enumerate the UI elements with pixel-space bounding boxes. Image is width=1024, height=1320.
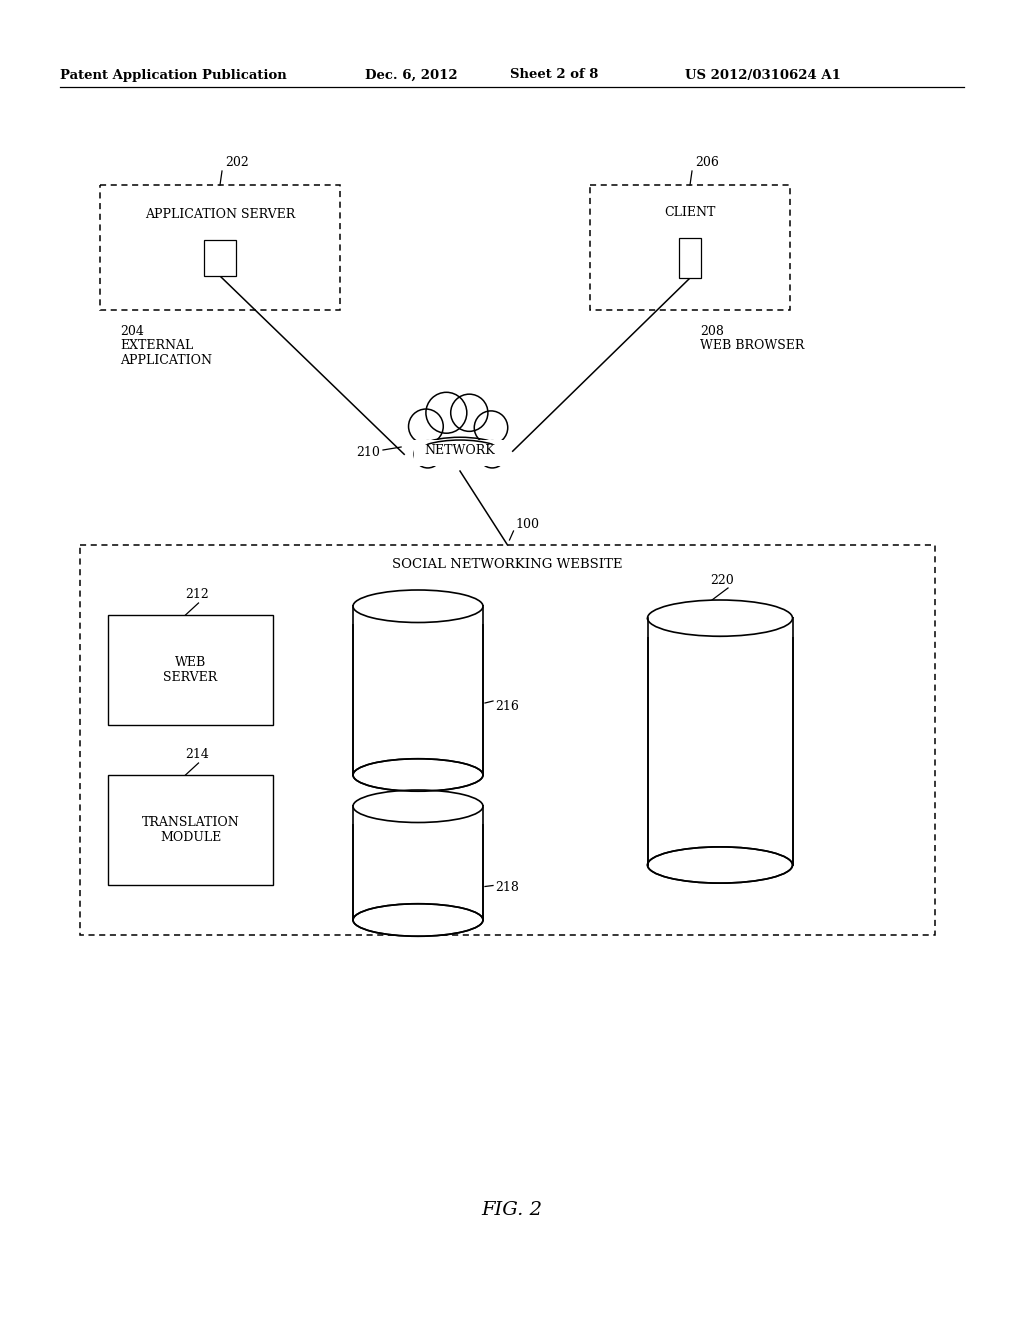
Text: 202: 202	[225, 157, 249, 169]
Circle shape	[474, 411, 508, 445]
Bar	[80, 545, 935, 935]
Bar	[414, 442, 507, 463]
Bar	[108, 615, 273, 725]
Text: TRANSLATION
RATINGS
STORE: TRANSLATION RATINGS STORE	[671, 729, 769, 772]
Text: TRANSLATED
PHRASES
STORE: TRANSLATED PHRASES STORE	[373, 849, 463, 891]
Bar	[108, 775, 273, 884]
Text: 210: 210	[356, 446, 380, 459]
Circle shape	[426, 392, 467, 433]
Text: Patent Application Publication: Patent Application Publication	[60, 69, 287, 82]
Bar	[352, 606, 484, 623]
Circle shape	[451, 395, 487, 432]
Ellipse shape	[353, 590, 483, 623]
Bar	[352, 807, 484, 824]
Text: FIG. 2: FIG. 2	[481, 1201, 543, 1218]
Text: 206: 206	[695, 157, 719, 169]
Circle shape	[414, 441, 441, 469]
Text: SOCIAL NETWORKING WEBSITE: SOCIAL NETWORKING WEBSITE	[392, 558, 623, 572]
Text: SOURCE
PHRASES
STORE: SOURCE PHRASES STORE	[386, 681, 451, 723]
Text: EXTERNAL
APPLICATION: EXTERNAL APPLICATION	[120, 339, 212, 367]
Text: 208: 208	[700, 325, 724, 338]
Bar	[353, 606, 483, 775]
Bar	[590, 185, 790, 310]
Text: TRANSLATION
MODULE: TRANSLATION MODULE	[141, 816, 240, 843]
Text: WEB BROWSER: WEB BROWSER	[700, 339, 805, 352]
Text: Dec. 6, 2012: Dec. 6, 2012	[365, 69, 458, 82]
Text: CLIENT: CLIENT	[665, 206, 716, 219]
Text: Sheet 2 of 8: Sheet 2 of 8	[510, 69, 598, 82]
Text: NETWORK: NETWORK	[425, 444, 496, 457]
Text: 212: 212	[185, 589, 209, 602]
Text: 218: 218	[495, 880, 519, 894]
Bar	[646, 618, 794, 638]
Text: 214: 214	[185, 748, 209, 762]
Text: WEB
SERVER: WEB SERVER	[164, 656, 218, 684]
Bar	[647, 618, 793, 865]
Text: APPLICATION SERVER: APPLICATION SERVER	[144, 209, 295, 222]
Circle shape	[409, 409, 443, 444]
Text: 220: 220	[710, 573, 734, 586]
Bar	[353, 807, 483, 920]
Text: 204: 204	[120, 325, 144, 338]
Ellipse shape	[353, 789, 483, 822]
Ellipse shape	[647, 601, 793, 636]
Bar	[414, 440, 507, 466]
Ellipse shape	[353, 759, 483, 791]
Bar	[100, 185, 340, 310]
Text: 216: 216	[495, 700, 519, 713]
Bar	[679, 238, 701, 279]
Ellipse shape	[647, 847, 793, 883]
Bar	[204, 240, 236, 276]
Ellipse shape	[353, 904, 483, 936]
Circle shape	[478, 441, 506, 469]
Text: 100: 100	[515, 519, 540, 532]
Text: US 2012/0310624 A1: US 2012/0310624 A1	[685, 69, 841, 82]
